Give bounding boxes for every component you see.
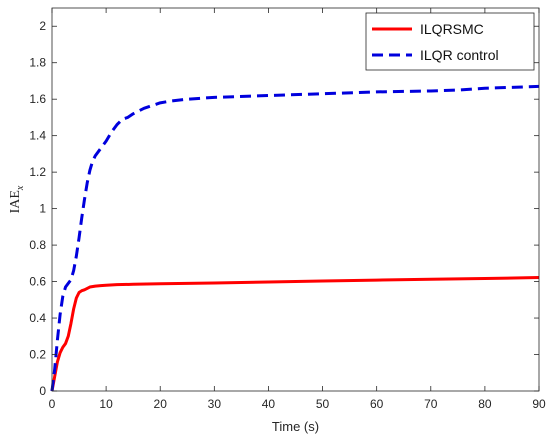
x-tick-label: 0	[49, 397, 56, 411]
x-tick-label: 10	[99, 397, 113, 411]
y-tick-label: 1.6	[29, 92, 46, 106]
y-tick-label: 1.2	[29, 165, 46, 179]
x-tick-label: 80	[478, 397, 492, 411]
y-tick-label: 2	[39, 19, 46, 33]
x-tick-label: 20	[154, 397, 168, 411]
y-axis-label-subscript: x	[15, 185, 26, 191]
series-layer	[50, 84, 540, 392]
plot-frame	[51, 7, 540, 392]
legend-box	[365, 12, 535, 71]
y-tick-label: 1.8	[29, 56, 46, 70]
x-tick-label: 50	[316, 397, 330, 411]
tick-layer: 0 10 20 30 40 50 60 70 80 90 0 0.2 0.4 0.6 0.8 1 1.2 1.4 1…	[29, 8, 546, 411]
x-tick-label: 30	[208, 397, 222, 411]
x-tick-label: 70	[424, 397, 438, 411]
x-tick-label: 40	[262, 397, 276, 411]
y-tick-label: 0	[39, 384, 46, 398]
x-tick-label: 90	[532, 397, 546, 411]
plot-area	[52, 8, 539, 391]
y-tick-label: 0.8	[29, 238, 46, 252]
series-line-ilqr-control	[50, 84, 540, 392]
legend-label-ilqr-control: ILQR control	[420, 47, 499, 63]
y-tick-label: 1	[39, 202, 46, 216]
y-tick-label: 1.4	[29, 129, 46, 143]
y-tick-label: 0.4	[29, 311, 46, 325]
y-axis-label: IAEx	[8, 185, 26, 213]
legend: ILQRSMC ILQR control	[365, 12, 535, 71]
legend-label-ilqrsmc: ILQRSMC	[420, 21, 484, 37]
series-line-ilqrsmc	[50, 276, 540, 392]
x-tick-label: 60	[370, 397, 384, 411]
y-tick-label: 0.2	[29, 348, 46, 362]
y-axis-label-main: IAE	[8, 190, 23, 213]
x-axis-label: Time (s)	[272, 419, 319, 434]
y-tick-label: 0.6	[29, 275, 46, 289]
